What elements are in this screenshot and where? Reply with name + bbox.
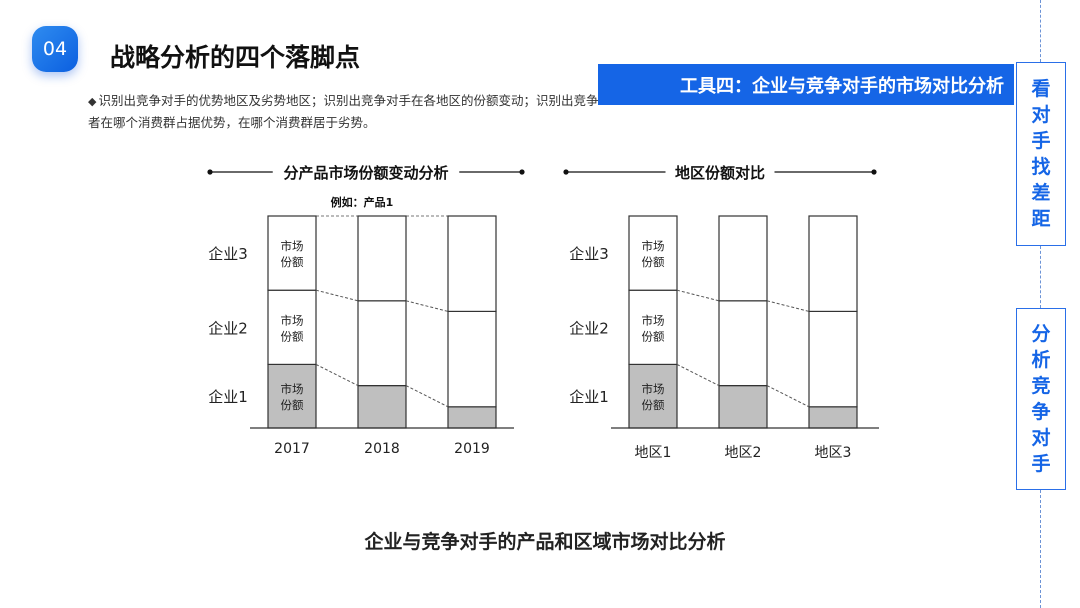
series-label: 企业3 — [569, 245, 609, 263]
category-label: 地区3 — [815, 445, 852, 461]
description: ◆ 识别出竞争对手的优势地区及劣势地区；识别出竞争对手在各地区的份额变动；识别出竞… — [88, 90, 608, 133]
category-label: 地区2 — [725, 445, 762, 461]
tool-banner: 工具四：企业与竞争对手的市场对比分析 — [598, 64, 1014, 105]
segment-label: 份额 — [642, 329, 665, 343]
dashed-connector — [766, 385, 810, 408]
bar-segment — [628, 215, 678, 291]
series-label: 企业2 — [208, 319, 248, 337]
bar-segment — [718, 385, 768, 429]
segment-label: 市场 — [642, 382, 665, 396]
bar-segment — [718, 300, 768, 387]
title-rule-dot-left — [207, 169, 213, 175]
side-tag-1: 看对手找差距 — [1016, 62, 1066, 246]
segment-label: 份额 — [281, 329, 304, 343]
bar-segment — [447, 215, 497, 313]
title-rule-dot-right — [871, 169, 877, 175]
segment-label: 市场 — [642, 313, 665, 327]
bar-segment — [447, 310, 497, 408]
bar-segment — [267, 289, 317, 366]
segment-label: 市场 — [642, 239, 665, 253]
segment-label: 份额 — [642, 398, 665, 412]
title-rule-dot-left — [563, 169, 569, 175]
series-label: 企业3 — [208, 245, 248, 263]
side-tag-2-text: 分析竞争对手 — [1031, 323, 1051, 475]
series-label: 企业1 — [208, 388, 248, 406]
series-label: 企业2 — [569, 319, 609, 337]
dashed-divider-middle — [1040, 246, 1041, 308]
dashed-divider-bottom — [1040, 490, 1041, 608]
bar-segment — [357, 215, 407, 302]
chart-subtitle: 例如：产品1 — [331, 195, 394, 209]
figure-caption: 企业与竞争对手的产品和区域市场对比分析 — [364, 531, 726, 553]
dashed-connector — [676, 363, 720, 387]
dashed-connector — [766, 300, 810, 312]
series-label: 企业1 — [569, 388, 609, 406]
side-tag-1-text: 看对手找差距 — [1031, 78, 1051, 230]
bar-segment — [808, 406, 858, 429]
segment-label: 市场 — [281, 239, 304, 253]
dashed-divider-top — [1040, 0, 1041, 62]
segment-label: 市场 — [281, 382, 304, 396]
side-tag-2: 分析竞争对手 — [1016, 308, 1066, 490]
dashed-connector — [315, 289, 359, 302]
category-label: 地区1 — [635, 445, 672, 461]
dashed-connector — [315, 363, 359, 387]
chart-title: 地区份额对比 — [675, 164, 765, 182]
bar-segment — [628, 289, 678, 366]
segment-label: 份额 — [281, 255, 304, 269]
chart-title: 分产品市场份额变动分析 — [283, 164, 448, 182]
dashed-connector — [676, 289, 720, 302]
segment-label: 份额 — [642, 255, 665, 269]
bar-segment — [718, 215, 768, 302]
title-rule-dot-right — [519, 169, 525, 175]
bar-segment — [628, 363, 678, 429]
bar-segment — [357, 385, 407, 429]
bar-segment — [357, 300, 407, 387]
diamond-bullet-icon: ◆ — [88, 95, 97, 108]
description-text: 识别出竞争对手的优势地区及劣势地区；识别出竞争对手在各地区的份额变动；识别出竞争… — [88, 93, 599, 130]
page-title: 战略分析的四个落脚点 — [110, 43, 361, 72]
bar-segment — [267, 215, 317, 291]
category-label: 2019 — [454, 441, 490, 457]
dashed-connector — [405, 300, 449, 312]
category-label: 2017 — [274, 441, 310, 457]
dashed-connector — [405, 385, 449, 408]
section-number-badge: 04 — [32, 26, 78, 72]
bar-segment — [267, 363, 317, 429]
segment-label: 份额 — [281, 398, 304, 412]
bar-segment — [447, 406, 497, 429]
bar-segment — [808, 310, 858, 408]
bar-segment — [808, 215, 858, 313]
segment-label: 市场 — [281, 313, 304, 327]
category-label: 2018 — [364, 441, 400, 457]
